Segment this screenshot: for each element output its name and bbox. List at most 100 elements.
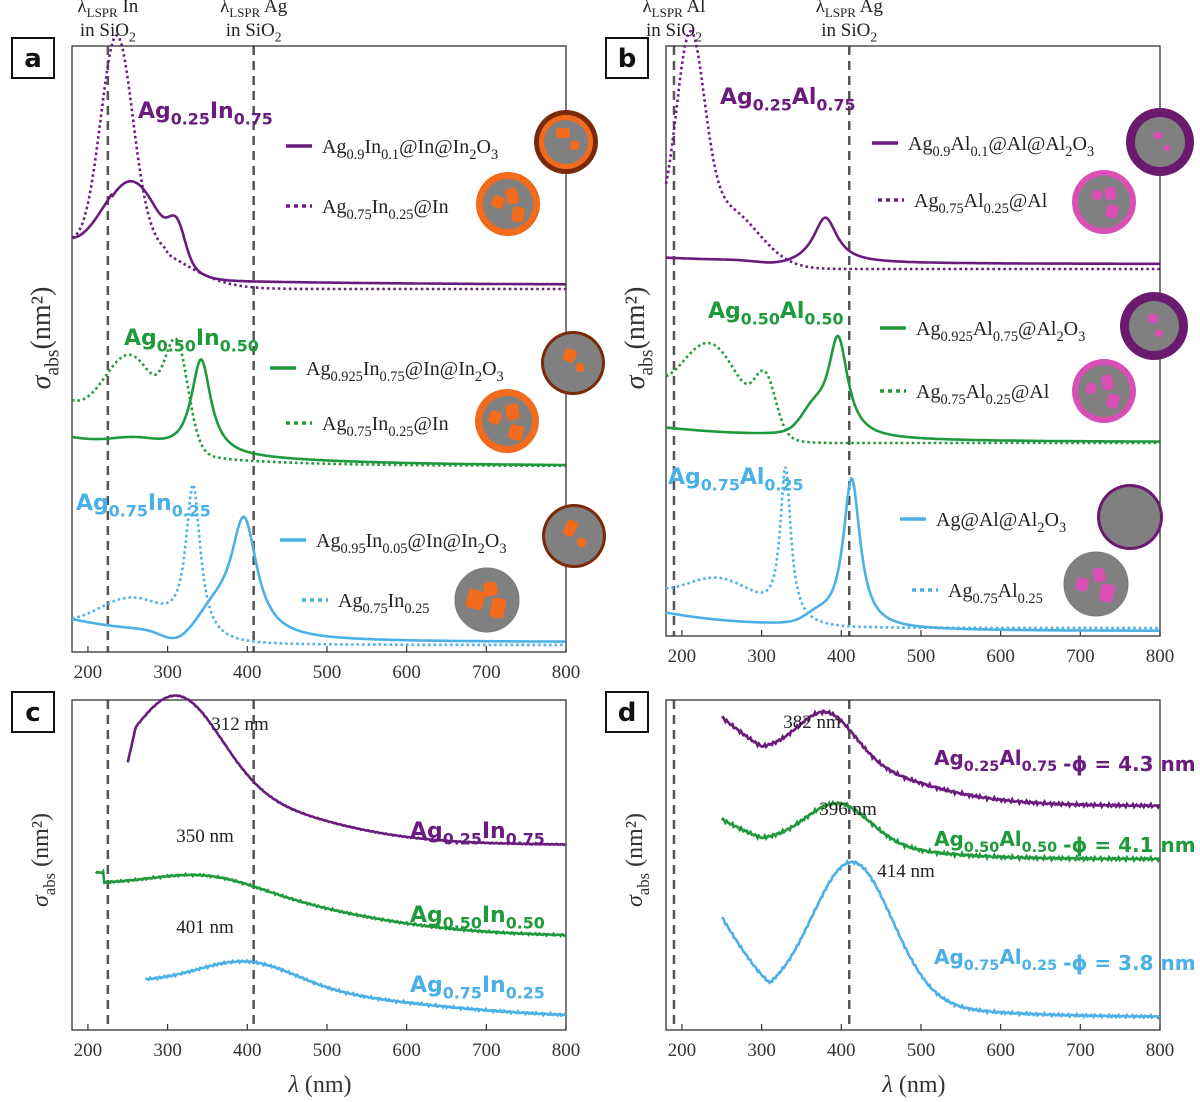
x-tick-label: 800 (1146, 646, 1175, 667)
x-tick-label: 500 (907, 646, 936, 667)
group-title: Ag0.25In0.75 (138, 99, 273, 129)
x-tick-label: 500 (907, 1040, 936, 1061)
curve-dotted (71, 481, 566, 647)
x-tick-label: 400 (827, 1040, 856, 1061)
x-tick-label: 400 (827, 646, 856, 667)
nanoparticle-icon (1126, 108, 1194, 176)
legend-label: Ag@Al@Al2O3 (936, 509, 1066, 536)
panel-badge (605, 37, 649, 79)
x-tick-label: 700 (472, 662, 501, 683)
group-title: Ag0.50Al0.50 (708, 299, 843, 329)
series-label: Ag0.75In0.25 (410, 973, 545, 1003)
x-tick-label: 600 (986, 1040, 1015, 1061)
legend-label: Ag0.925Al0.75@Al2O3 (916, 318, 1085, 345)
panel-c: 200 300 400 500 600 700 800 c 312 nm 350 nm 401 nm… (11, 691, 581, 1061)
reference-line-label: in SiO2 (821, 20, 877, 45)
peak-label: 414 nm (877, 861, 935, 882)
x-tick-label: 500 (313, 1040, 342, 1061)
legend-label: Ag0.75In0.25@In (322, 413, 449, 440)
x-tick-label: 300 (153, 662, 182, 683)
group-title: Ag0.50In0.50 (124, 326, 259, 356)
x-tick-label: 300 (747, 1040, 776, 1061)
reference-line-label: in SiO2 (80, 20, 136, 45)
legend-label: Ag0.75Al0.25@Al (914, 190, 1048, 217)
peak-label: 350 nm (176, 826, 234, 847)
plot-frame (665, 699, 1161, 1031)
x-tick-label: 200 (74, 1040, 103, 1061)
legend-label: Ag0.75In0.25@In (322, 196, 449, 223)
x-tick-label: 200 (668, 646, 697, 667)
panel-badge (11, 37, 55, 79)
curve-series (720, 799, 1161, 864)
legend-label: Ag0.75Al0.25 (948, 580, 1043, 607)
panel-badge (11, 691, 55, 733)
reference-line-label: in SiO2 (226, 20, 282, 45)
curve-series (144, 958, 567, 1018)
x-tick-label: 200 (74, 662, 103, 683)
group-title: Ag0.25Al0.75 (720, 85, 855, 115)
x-tick-label: 400 (233, 1040, 262, 1061)
panel-letter: d (618, 698, 637, 728)
curve-dotted (71, 34, 566, 291)
x-tick-label: 600 (986, 646, 1015, 667)
legend-label: Ag0.925In0.75@In@In2O3 (306, 358, 504, 385)
y-axis-label: σabs(nm²) (620, 287, 657, 390)
group-title: Ag0.75Al0.25 (668, 465, 803, 495)
nanoparticle-icon (454, 567, 520, 633)
series-label: Ag0.25Al0.75 -ϕ = 4.3 nm (934, 746, 1196, 776)
panel-badge (605, 691, 649, 733)
nanoparticle-icon (1063, 551, 1129, 617)
x-tick-label: 800 (552, 1040, 581, 1061)
curve-series (720, 708, 1161, 810)
x-tick-label: 700 (1066, 646, 1095, 667)
reference-line-label: λLSPR Al (642, 0, 705, 20)
plot-frame (71, 699, 567, 1031)
panel-letter: c (25, 698, 40, 728)
x-tick-label: 700 (1066, 1040, 1095, 1061)
curve-solid (71, 357, 566, 467)
series-label: Ag0.50In0.50 (410, 903, 545, 933)
panel-d: 200 300 400 500 600 700 800 d 382 nm 396 nm 414 nm… (605, 691, 1196, 1061)
curve-solid (71, 179, 566, 286)
reference-line-label: λLSPR Ag (816, 0, 884, 20)
x-tick-label: 800 (552, 662, 581, 683)
series-label: Ag0.75Al0.25 -ϕ = 3.8 nm (934, 945, 1196, 975)
x-axis-label: λ (nm) (881, 1072, 945, 1098)
nanoparticle-icon (475, 389, 539, 453)
x-axis-label: λ (nm) (287, 1072, 351, 1098)
curve-solid (71, 515, 566, 643)
peak-label: 382 nm (783, 712, 841, 733)
curve-series (94, 868, 567, 938)
curve-dotted (664, 29, 1160, 271)
series-label: Ag0.50Al0.50 -ϕ = 4.1 nm (934, 827, 1196, 857)
x-tick-label: 600 (392, 1040, 421, 1061)
curve-dotted (665, 341, 1160, 445)
curve-solid (665, 216, 1160, 266)
nanoparticle-icon (1097, 484, 1163, 550)
panel-letter: a (24, 44, 42, 74)
curve-series (721, 859, 1161, 1020)
reference-line-label: in SiO2 (646, 20, 702, 45)
reference-line-label: λLSPR Ag (220, 0, 288, 20)
x-tick-label: 700 (472, 1040, 501, 1061)
panel-letter: b (618, 44, 637, 74)
curve-dotted (71, 337, 566, 468)
nanoparticle-icon (1072, 170, 1136, 234)
x-tick-label: 500 (313, 662, 342, 683)
nanoparticle-icon (1120, 292, 1188, 360)
peak-label: 312 nm (211, 714, 269, 735)
x-tick-label: 800 (1146, 1040, 1175, 1061)
series-label: Ag0.25In0.75 (410, 819, 545, 849)
group-title: Ag0.75In0.25 (76, 491, 211, 521)
curve-series (126, 694, 566, 847)
x-tick-label: 300 (747, 646, 776, 667)
curve-solid (665, 476, 1160, 632)
peak-label: 396 nm (819, 799, 877, 820)
legend-label: Ag0.9Al0.1@Al@Al2O3 (908, 133, 1094, 160)
legend-label: Ag0.75Al0.25@Al (916, 381, 1050, 408)
legend-label: Ag0.9In0.1@In@In2O3 (322, 136, 498, 163)
x-tick-label: 300 (153, 1040, 182, 1061)
nanoparticle-icon (1072, 359, 1136, 423)
